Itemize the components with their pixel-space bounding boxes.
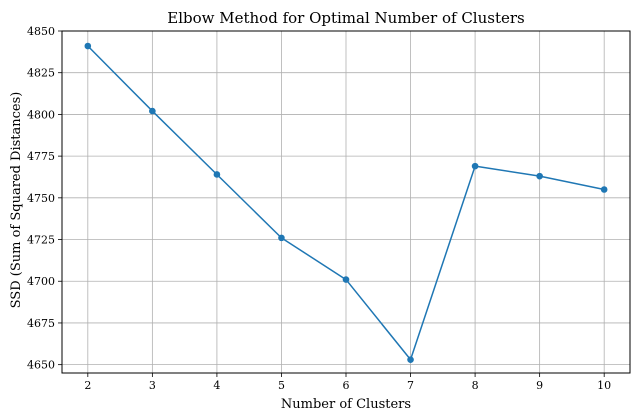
x-tick-label: 9 <box>536 379 543 392</box>
y-tick-label: 4800 <box>27 108 55 121</box>
x-tick-label: 7 <box>407 379 414 392</box>
x-tick-label: 8 <box>472 379 479 392</box>
x-tick-label: 3 <box>149 379 156 392</box>
grid-layer <box>62 30 630 373</box>
y-tick-label: 4825 <box>27 67 55 80</box>
x-tick-label: 5 <box>278 379 285 392</box>
data-point <box>342 276 350 283</box>
x-tick-label: 10 <box>597 379 611 392</box>
series-layer <box>84 42 608 363</box>
y-axis-label: SSD (Sum of Squared Distances) <box>9 92 24 309</box>
data-point <box>278 234 285 242</box>
data-point <box>471 162 479 170</box>
data-point <box>407 356 414 363</box>
data-point <box>213 171 221 178</box>
x-tick-label: 6 <box>343 379 350 392</box>
y-tick-label: 4700 <box>27 275 55 288</box>
y-tick-label: 4650 <box>27 359 55 372</box>
y-tick-label: 4725 <box>27 234 55 247</box>
data-point <box>536 172 543 180</box>
x-tick-label: 2 <box>84 379 91 392</box>
chart-title: Elbow Method for Optimal Number of Clust… <box>167 9 524 27</box>
y-tick-label: 4775 <box>27 150 55 163</box>
y-tick-label: 4750 <box>27 192 55 205</box>
y-tick-label: 4850 <box>27 25 55 38</box>
data-point <box>600 186 608 193</box>
data-point <box>149 107 156 115</box>
data-point <box>84 42 92 50</box>
ticks-layer: 2 3 4 5 6 7 8 9 10 4650 4675 4700 4725 4750 4775 4800 48… <box>27 25 611 392</box>
y-tick-label: 4675 <box>27 317 55 330</box>
x-axis-label: Number of Clusters <box>281 397 411 409</box>
x-tick-label: 4 <box>213 379 220 392</box>
